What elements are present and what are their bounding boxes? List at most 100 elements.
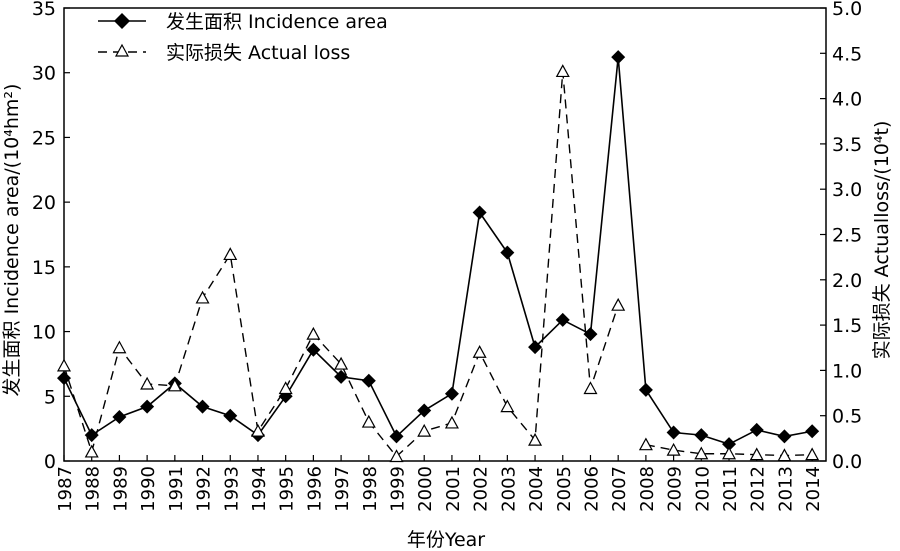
incidence-point bbox=[722, 437, 737, 452]
x-tick-label: 1990 bbox=[138, 466, 159, 512]
incidence-point bbox=[417, 403, 432, 418]
x-tick-label: 2012 bbox=[748, 466, 769, 512]
y-left-tick-label: 25 bbox=[32, 127, 56, 149]
y-left-tick-label: 15 bbox=[32, 257, 56, 279]
loss-point bbox=[84, 444, 99, 458]
loss-point bbox=[444, 415, 459, 429]
incidence-point bbox=[583, 327, 598, 342]
loss-point bbox=[749, 447, 764, 461]
incidence-point bbox=[749, 422, 764, 437]
x-tick-label: 2005 bbox=[554, 466, 575, 512]
incidence-point bbox=[112, 409, 127, 424]
y-left-tick-label: 10 bbox=[32, 322, 56, 344]
y-axis-right-label: 实际损失 Actualloss/(10⁴t) bbox=[871, 121, 893, 360]
x-tick-label: 1996 bbox=[304, 466, 325, 512]
x-tick-label: 1999 bbox=[388, 466, 409, 512]
loss-point bbox=[278, 381, 293, 395]
incidence-point bbox=[528, 340, 543, 355]
x-tick-label: 1987 bbox=[55, 466, 76, 512]
incidence-point bbox=[195, 399, 210, 414]
loss-point bbox=[805, 447, 820, 461]
incidence-point bbox=[306, 342, 321, 357]
loss-point bbox=[694, 446, 709, 460]
x-tick-label: 1994 bbox=[249, 466, 270, 512]
y-right-tick-label: 0.5 bbox=[832, 406, 862, 428]
x-tick-label: 1997 bbox=[332, 466, 353, 512]
loss-point bbox=[250, 423, 265, 437]
x-tick-label: 2007 bbox=[609, 466, 630, 512]
incidence-point bbox=[472, 205, 487, 220]
incidence-point bbox=[694, 428, 709, 443]
x-tick-label: 2000 bbox=[415, 466, 436, 512]
incidence-point bbox=[334, 369, 349, 384]
y-right-tick-label: 1.5 bbox=[832, 315, 862, 337]
y-left-tick-label: 35 bbox=[32, 0, 56, 20]
incidence-point bbox=[57, 371, 71, 386]
x-tick-label: 1991 bbox=[166, 466, 187, 512]
y-left-tick-label: 0 bbox=[44, 451, 56, 473]
y-left-tick-label: 30 bbox=[32, 63, 56, 85]
incidence-point bbox=[777, 429, 792, 444]
x-tick-label: 2002 bbox=[471, 466, 492, 512]
x-tick-label: 2011 bbox=[720, 466, 741, 512]
legend-marker-loss bbox=[114, 43, 130, 57]
legend: 发生面积 Incidence area 实际损失 Actual loss bbox=[98, 11, 388, 64]
incidence-point bbox=[555, 312, 570, 327]
loss-point bbox=[638, 437, 653, 451]
x-tick-label: 2010 bbox=[692, 466, 713, 512]
loss-point bbox=[555, 64, 570, 78]
axes: 0 5 10 15 20 25 30 35 0.0 0.5 1.0 1.5 2.0 2.5 3.0 3.5 4.… bbox=[32, 0, 862, 512]
y-right-tick-label: 4.5 bbox=[832, 43, 862, 65]
incidence-point bbox=[500, 245, 515, 260]
x-tick-label: 1995 bbox=[277, 466, 298, 512]
x-tick-label: 1989 bbox=[110, 466, 131, 512]
loss-point bbox=[56, 358, 72, 372]
y-right-tick-label: 1.0 bbox=[832, 360, 862, 382]
x-tick-label: 2004 bbox=[526, 466, 547, 512]
incidence-point bbox=[666, 425, 681, 440]
loss-point bbox=[417, 423, 432, 437]
loss-point bbox=[223, 247, 238, 261]
incidence-point bbox=[140, 399, 155, 414]
legend-label-loss: 实际损失 Actual loss bbox=[166, 42, 350, 64]
incidence-point bbox=[223, 408, 238, 423]
x-tick-label: 1992 bbox=[194, 466, 215, 512]
loss-point bbox=[472, 345, 487, 358]
x-tick-label: 2003 bbox=[498, 466, 519, 512]
loss-point bbox=[140, 376, 155, 390]
loss-point bbox=[112, 340, 127, 354]
loss-point bbox=[611, 297, 626, 311]
y-right-tick-label: 3.0 bbox=[832, 179, 862, 201]
x-tick-label: 1998 bbox=[360, 466, 381, 512]
x-tick-label: 1988 bbox=[83, 466, 104, 512]
loss-point bbox=[500, 399, 515, 413]
incidence-point bbox=[638, 382, 653, 397]
loss-point bbox=[167, 378, 182, 392]
x-tick-label: 1993 bbox=[221, 466, 242, 512]
loss-point bbox=[389, 449, 404, 463]
incidence-point bbox=[805, 424, 820, 439]
loss-point bbox=[528, 432, 543, 446]
loss-point bbox=[722, 446, 737, 460]
x-tick-label: 2013 bbox=[775, 466, 796, 512]
x-tick-label: 2008 bbox=[637, 466, 658, 512]
y-right-tick-label: 2.0 bbox=[832, 270, 862, 292]
x-tick-label: 2006 bbox=[581, 466, 602, 512]
loss-point bbox=[777, 448, 792, 462]
loss-point bbox=[334, 356, 349, 370]
series-layer bbox=[56, 50, 820, 463]
loss-point bbox=[583, 381, 598, 395]
incidence-point bbox=[444, 386, 459, 401]
y-axis-left-label: 发生面积 Incidence area/(10⁴hm²) bbox=[1, 84, 23, 397]
loss-point bbox=[666, 442, 681, 456]
y-right-tick-label: 4.0 bbox=[832, 89, 862, 111]
y-right-tick-label: 2.5 bbox=[832, 225, 862, 247]
loss-point bbox=[195, 290, 210, 304]
incidence-point bbox=[389, 429, 404, 444]
series-loss-line bbox=[63, 71, 619, 458]
loss-point bbox=[361, 414, 376, 428]
incidence-point bbox=[84, 428, 99, 443]
x-axis-label: 年份Year bbox=[407, 529, 485, 551]
y-left-tick-label: 20 bbox=[32, 192, 56, 214]
